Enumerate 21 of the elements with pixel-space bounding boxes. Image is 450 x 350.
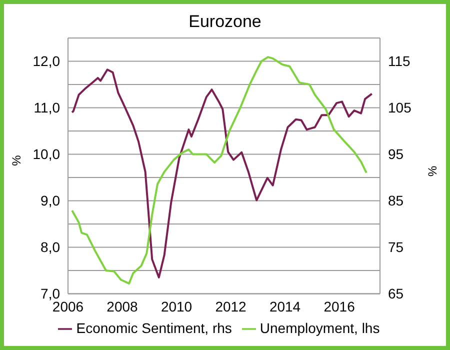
y2-tick-label: 75 [388,239,404,256]
x-tick-label: 2010 [160,298,192,315]
y-tick-label: 9,0 [40,192,60,209]
x-tick-label: 2014 [269,298,301,315]
x-tick-label: 2008 [106,298,138,315]
y-axis-title: % [9,154,24,166]
y2-tick-label: 65 [388,286,404,302]
x-tick-label: 2012 [215,298,247,315]
legend-label: Unemployment, lhs [260,320,380,336]
y-tick-label: 8,0 [40,239,60,256]
y2-tick-label: 95 [388,146,404,162]
x-tick-label: 2016 [324,298,356,315]
legend-label: Economic Sentiment, rhs [76,320,232,336]
y-tick-label: 10,0 [32,146,60,162]
y2-tick-label: 85 [388,192,404,209]
y-tick-label: 11,0 [34,100,60,116]
y2-axis-title: % [425,166,440,177]
y2-tick-label: 115 [388,53,411,70]
y2-tick-label: 105 [388,100,412,116]
y-tick-label: 12,0 [32,53,60,70]
chart-title: Eurozone [188,12,262,32]
